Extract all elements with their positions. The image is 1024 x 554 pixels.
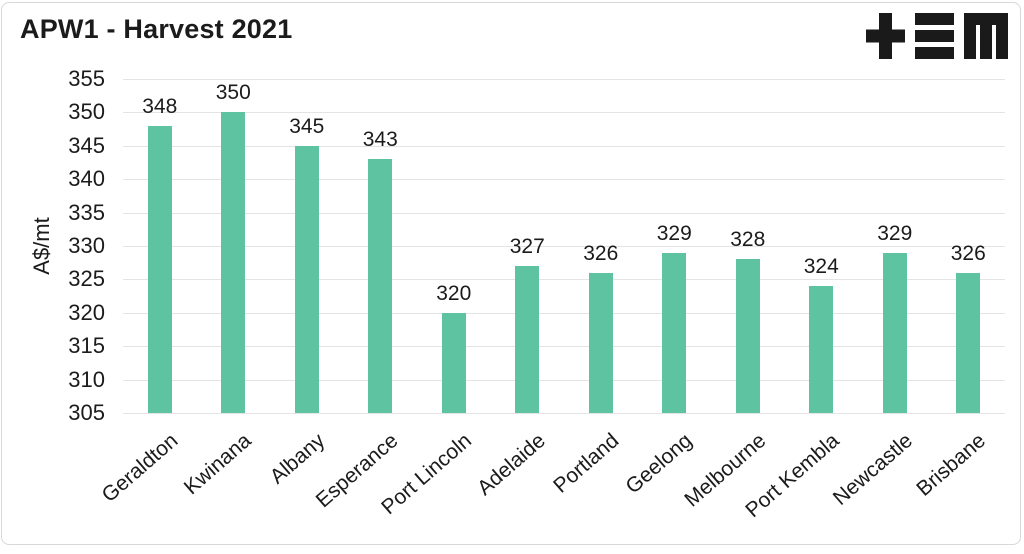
y-tick-label: 315 — [68, 333, 105, 359]
y-gridline — [123, 312, 1005, 314]
y-gridline — [123, 413, 1005, 414]
bar-esperance — [368, 159, 393, 413]
y-gridline — [123, 346, 1005, 348]
x-category-label: Brisbane — [912, 429, 991, 501]
bar-portland — [588, 272, 613, 413]
bar-port-kembla — [809, 286, 834, 413]
y-gridline — [123, 179, 1005, 181]
bar-value-label: 320 — [436, 281, 472, 305]
y-gridline — [123, 379, 1005, 381]
m-icon — [964, 13, 1008, 59]
plus-icon — [866, 13, 905, 59]
bar-port-lincoln — [441, 312, 466, 413]
y-tick-label: 340 — [68, 166, 105, 192]
y-gridline — [123, 112, 1005, 114]
bar-value-label: 343 — [362, 128, 398, 152]
bar-geelong — [662, 252, 687, 413]
y-tick-label: 325 — [68, 266, 105, 292]
y-gridline — [123, 145, 1005, 147]
bar-value-label: 329 — [877, 221, 913, 245]
bar-value-label: 326 — [950, 241, 986, 265]
plot-area: 348 350 345 343 320 327 326 329 328 324 329 326 — [123, 79, 1005, 414]
bar-value-label: 329 — [656, 221, 692, 245]
bar-value-label: 345 — [289, 114, 325, 138]
bar-value-label: 350 — [215, 81, 251, 105]
bar-value-label: 324 — [803, 255, 839, 279]
bar-newcastle — [882, 252, 907, 413]
x-category-label: Albany — [265, 429, 329, 489]
x-category-label: Kwinana — [179, 429, 256, 500]
y-tick-label: 355 — [68, 66, 105, 91]
x-category-label: Adelaide — [472, 429, 550, 500]
y-tick-label: 350 — [68, 99, 105, 125]
bar-kwinana — [221, 112, 246, 413]
y-gridline — [123, 212, 1005, 214]
y-gridline — [123, 79, 1005, 80]
bar-adelaide — [515, 266, 540, 413]
chart-title: APW1 - Harvest 2021 — [20, 14, 293, 44]
x-category-label: Portland — [548, 429, 623, 498]
triple-bar-icon — [915, 13, 954, 59]
bar-geraldton — [147, 125, 172, 413]
y-tick-label: 345 — [68, 132, 105, 158]
y-tick-label: 305 — [68, 400, 105, 425]
bar-brisbane — [956, 272, 981, 413]
y-tick-label: 310 — [68, 366, 105, 392]
chart-card: APW1 - Harvest 2021 A$/mt 355 350 345 340 33… — [1, 2, 1021, 545]
y-gridline — [123, 246, 1005, 247]
tem-logo — [866, 13, 1008, 59]
bar-value-label: 328 — [730, 228, 766, 252]
bar-value-label: 327 — [509, 235, 545, 259]
x-category-label: Newcastle — [828, 429, 917, 510]
bar-melbourne — [735, 259, 760, 413]
bar-value-label: 326 — [583, 241, 619, 265]
bar-albany — [294, 145, 319, 413]
y-tick-label: 335 — [68, 199, 105, 225]
y-gridline — [123, 279, 1005, 281]
y-tick-label: 330 — [68, 233, 105, 258]
bar-value-label: 348 — [142, 94, 178, 118]
y-tick-label: 320 — [68, 299, 105, 325]
x-category-label: Geraldton — [97, 429, 182, 507]
